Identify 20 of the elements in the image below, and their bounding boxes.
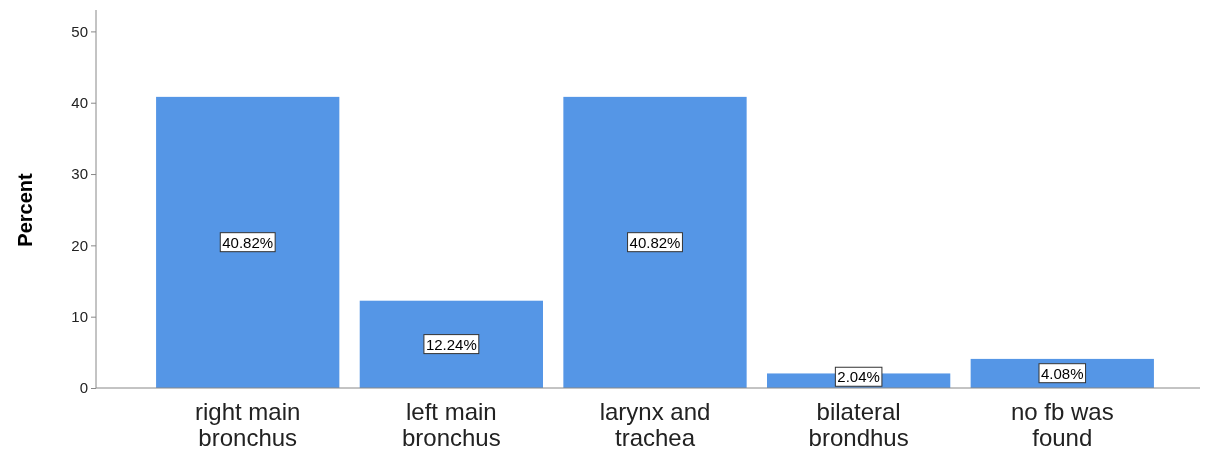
y-tick-label: 30 (71, 165, 88, 183)
x-tick-label: larynx and trachea (599, 398, 711, 450)
y-tick-label: 40 (71, 94, 88, 112)
bar (156, 96, 340, 388)
y-tick-label: 0 (79, 379, 88, 397)
x-tick-label: bilateral brondhus (808, 398, 909, 450)
data-label: 12.24% (425, 335, 477, 353)
bar (359, 300, 543, 388)
y-tick-label: 50 (71, 22, 88, 40)
bar (563, 96, 747, 388)
y-tick-label: 20 (71, 236, 88, 254)
x-tick-label: left main bronchus (401, 398, 501, 450)
x-tick-label: right main bronchus (195, 398, 301, 450)
y-axis-title: Percent (14, 172, 36, 247)
data-label: 40.82% (629, 233, 681, 251)
y-tick-label: 10 (71, 307, 88, 325)
data-label: 4.08% (1041, 364, 1084, 382)
x-tick-label: no fb was found (1010, 398, 1114, 450)
data-label: 40.82% (222, 233, 274, 251)
data-label: 2.04% (837, 368, 880, 386)
